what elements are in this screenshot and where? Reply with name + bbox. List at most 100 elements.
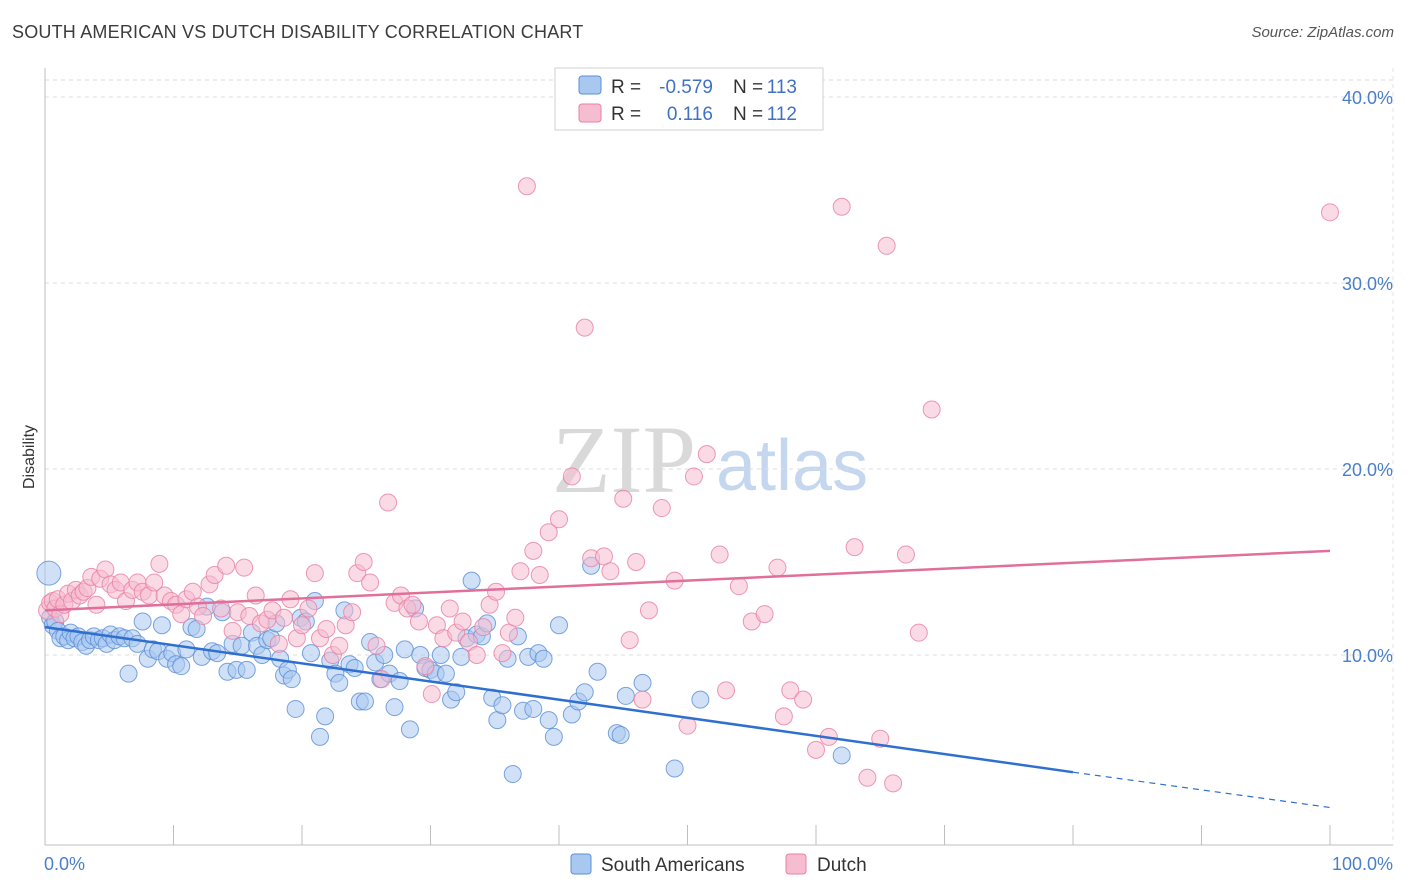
y-tick-labels: 10.0% 20.0% 30.0% 40.0%: [1342, 88, 1393, 666]
point-dutch: [343, 603, 362, 622]
trend-line-south-americans: [44, 625, 1074, 774]
point-south-americans: [616, 686, 635, 705]
point-dutch: [774, 707, 793, 726]
point-dutch: [871, 729, 890, 748]
point-dutch: [145, 573, 164, 592]
point-south-americans: [282, 670, 301, 689]
point-dutch: [87, 595, 106, 614]
point-dutch: [1321, 203, 1339, 222]
point-south-americans: [119, 664, 138, 683]
point-dutch: [223, 621, 242, 640]
point-dutch: [652, 499, 671, 518]
legend-label-dutch: Dutch: [817, 855, 867, 876]
legend-label-south-americans: South Americans: [601, 855, 745, 876]
point-dutch: [493, 644, 512, 663]
point-south-americans: [316, 707, 335, 726]
point-south-americans: [310, 727, 329, 746]
point-south-americans: [550, 616, 568, 635]
point-dutch: [858, 768, 877, 787]
point-south-americans: [431, 646, 450, 664]
point-dutch: [832, 197, 851, 216]
point-dutch: [729, 577, 748, 596]
correlation-legend: R = -0.579 N = 113 R = 0.116 N = 112: [554, 67, 824, 131]
point-south-americans: [544, 727, 563, 746]
point-south-americans: [355, 692, 374, 711]
point-dutch: [150, 554, 169, 573]
point-dutch: [755, 605, 774, 624]
legend-n-label: N =: [733, 77, 763, 98]
point-dutch: [614, 489, 633, 508]
point-dutch: [639, 601, 658, 620]
y-tick-label: 10.0%: [1342, 646, 1393, 666]
x-tick-label: 0.0%: [44, 854, 85, 874]
point-south-americans: [36, 560, 62, 586]
point-dutch: [422, 685, 441, 704]
point-south-americans: [611, 725, 630, 744]
point-south-americans: [665, 759, 684, 778]
y-axis-label: Disability: [21, 425, 38, 489]
point-dutch: [487, 582, 506, 601]
trend-line-south-americans-extension: [1072, 771, 1331, 809]
point-dutch: [409, 612, 428, 631]
point-dutch: [212, 599, 231, 618]
point-dutch: [517, 177, 536, 196]
point-dutch: [305, 564, 324, 583]
series-legend: South Americans Dutch: [570, 853, 867, 876]
point-south-americans: [345, 659, 364, 678]
point-south-americans: [133, 612, 152, 631]
point-south-americans: [691, 690, 710, 709]
point-dutch: [524, 541, 543, 560]
point-south-americans: [447, 683, 466, 702]
point-dutch: [909, 623, 928, 642]
point-dutch: [601, 562, 620, 581]
y-tick-label: 40.0%: [1342, 88, 1393, 108]
point-dutch: [354, 553, 373, 571]
point-dutch: [506, 608, 525, 627]
legend-swatch-dutch: [785, 853, 807, 875]
point-south-americans: [452, 647, 471, 666]
point-dutch: [877, 236, 896, 255]
point-south-americans: [436, 664, 455, 683]
point-dutch: [511, 562, 530, 581]
point-dutch: [269, 634, 288, 653]
point-dutch: [768, 558, 787, 577]
legend-n-value: 112: [767, 104, 797, 125]
point-dutch: [884, 774, 903, 793]
point-dutch: [710, 545, 729, 564]
point-south-americans: [128, 634, 147, 653]
y-tick-label: 30.0%: [1342, 274, 1393, 294]
point-dutch: [807, 740, 825, 759]
legend-r-value: -0.579: [659, 77, 713, 98]
y-tick-label: 20.0%: [1342, 460, 1393, 480]
point-south-americans: [152, 616, 171, 635]
legend-swatch-dutch: [578, 103, 602, 123]
point-dutch: [453, 612, 472, 631]
point-dutch: [594, 547, 613, 566]
point-dutch: [697, 445, 716, 464]
legend-r-value: 0.116: [667, 104, 713, 125]
point-south-americans: [237, 660, 256, 679]
legend-n-value: 113: [767, 77, 797, 98]
point-dutch: [330, 636, 349, 655]
point-south-americans: [395, 640, 414, 659]
point-south-americans: [832, 746, 851, 765]
point-south-americans: [503, 765, 522, 784]
source-label: Source: ZipAtlas.com: [1251, 24, 1394, 41]
point-dutch: [361, 573, 380, 592]
point-south-americans: [575, 683, 594, 702]
point-dutch: [922, 400, 941, 419]
trend-lines: [44, 549, 1331, 809]
point-dutch: [794, 690, 813, 709]
point-dutch: [416, 657, 435, 676]
point-dutch: [217, 556, 236, 575]
point-dutch: [275, 608, 294, 627]
legend-r-label: R =: [611, 77, 641, 98]
point-dutch: [845, 538, 864, 557]
point-dutch: [539, 523, 558, 542]
x-tick-label: 100.0%: [1332, 854, 1393, 874]
point-dutch: [467, 646, 486, 664]
point-dutch: [781, 681, 800, 700]
legend-swatch-south-americans: [578, 75, 602, 95]
legend-r-label: R =: [611, 104, 641, 125]
